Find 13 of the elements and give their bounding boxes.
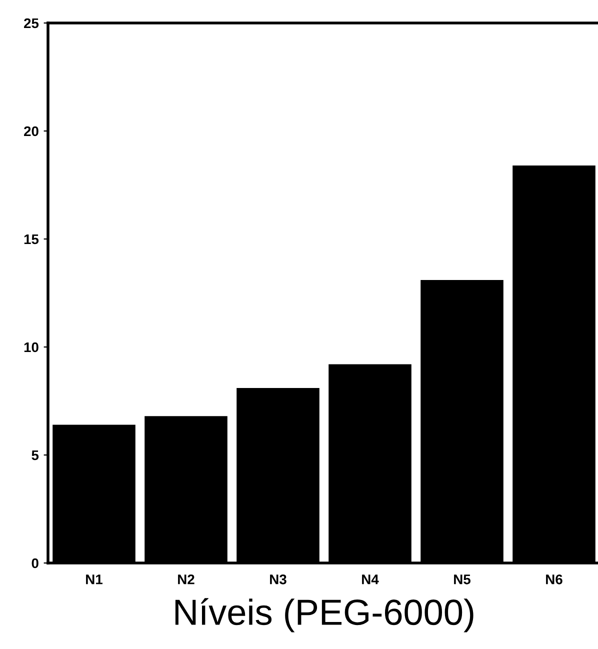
y-tick-label: 15 (24, 234, 39, 244)
x-tick-label: N1 (86, 574, 102, 584)
y-tick-label: 0 (32, 558, 38, 568)
y-tick-label: 25 (24, 18, 39, 28)
x-tick-label: N4 (362, 574, 379, 584)
x-tick-label: N5 (454, 574, 470, 584)
y-tick-label: 10 (24, 342, 38, 352)
y-tick-label: 5 (32, 450, 39, 460)
y-tick-label: 20 (24, 126, 38, 136)
x-axis-title: Níveis (PEG-6000) (175, 598, 474, 632)
x-tick-label: N6 (546, 574, 562, 584)
x-tick-label: N3 (270, 574, 286, 584)
x-tick-label: N2 (178, 574, 194, 584)
